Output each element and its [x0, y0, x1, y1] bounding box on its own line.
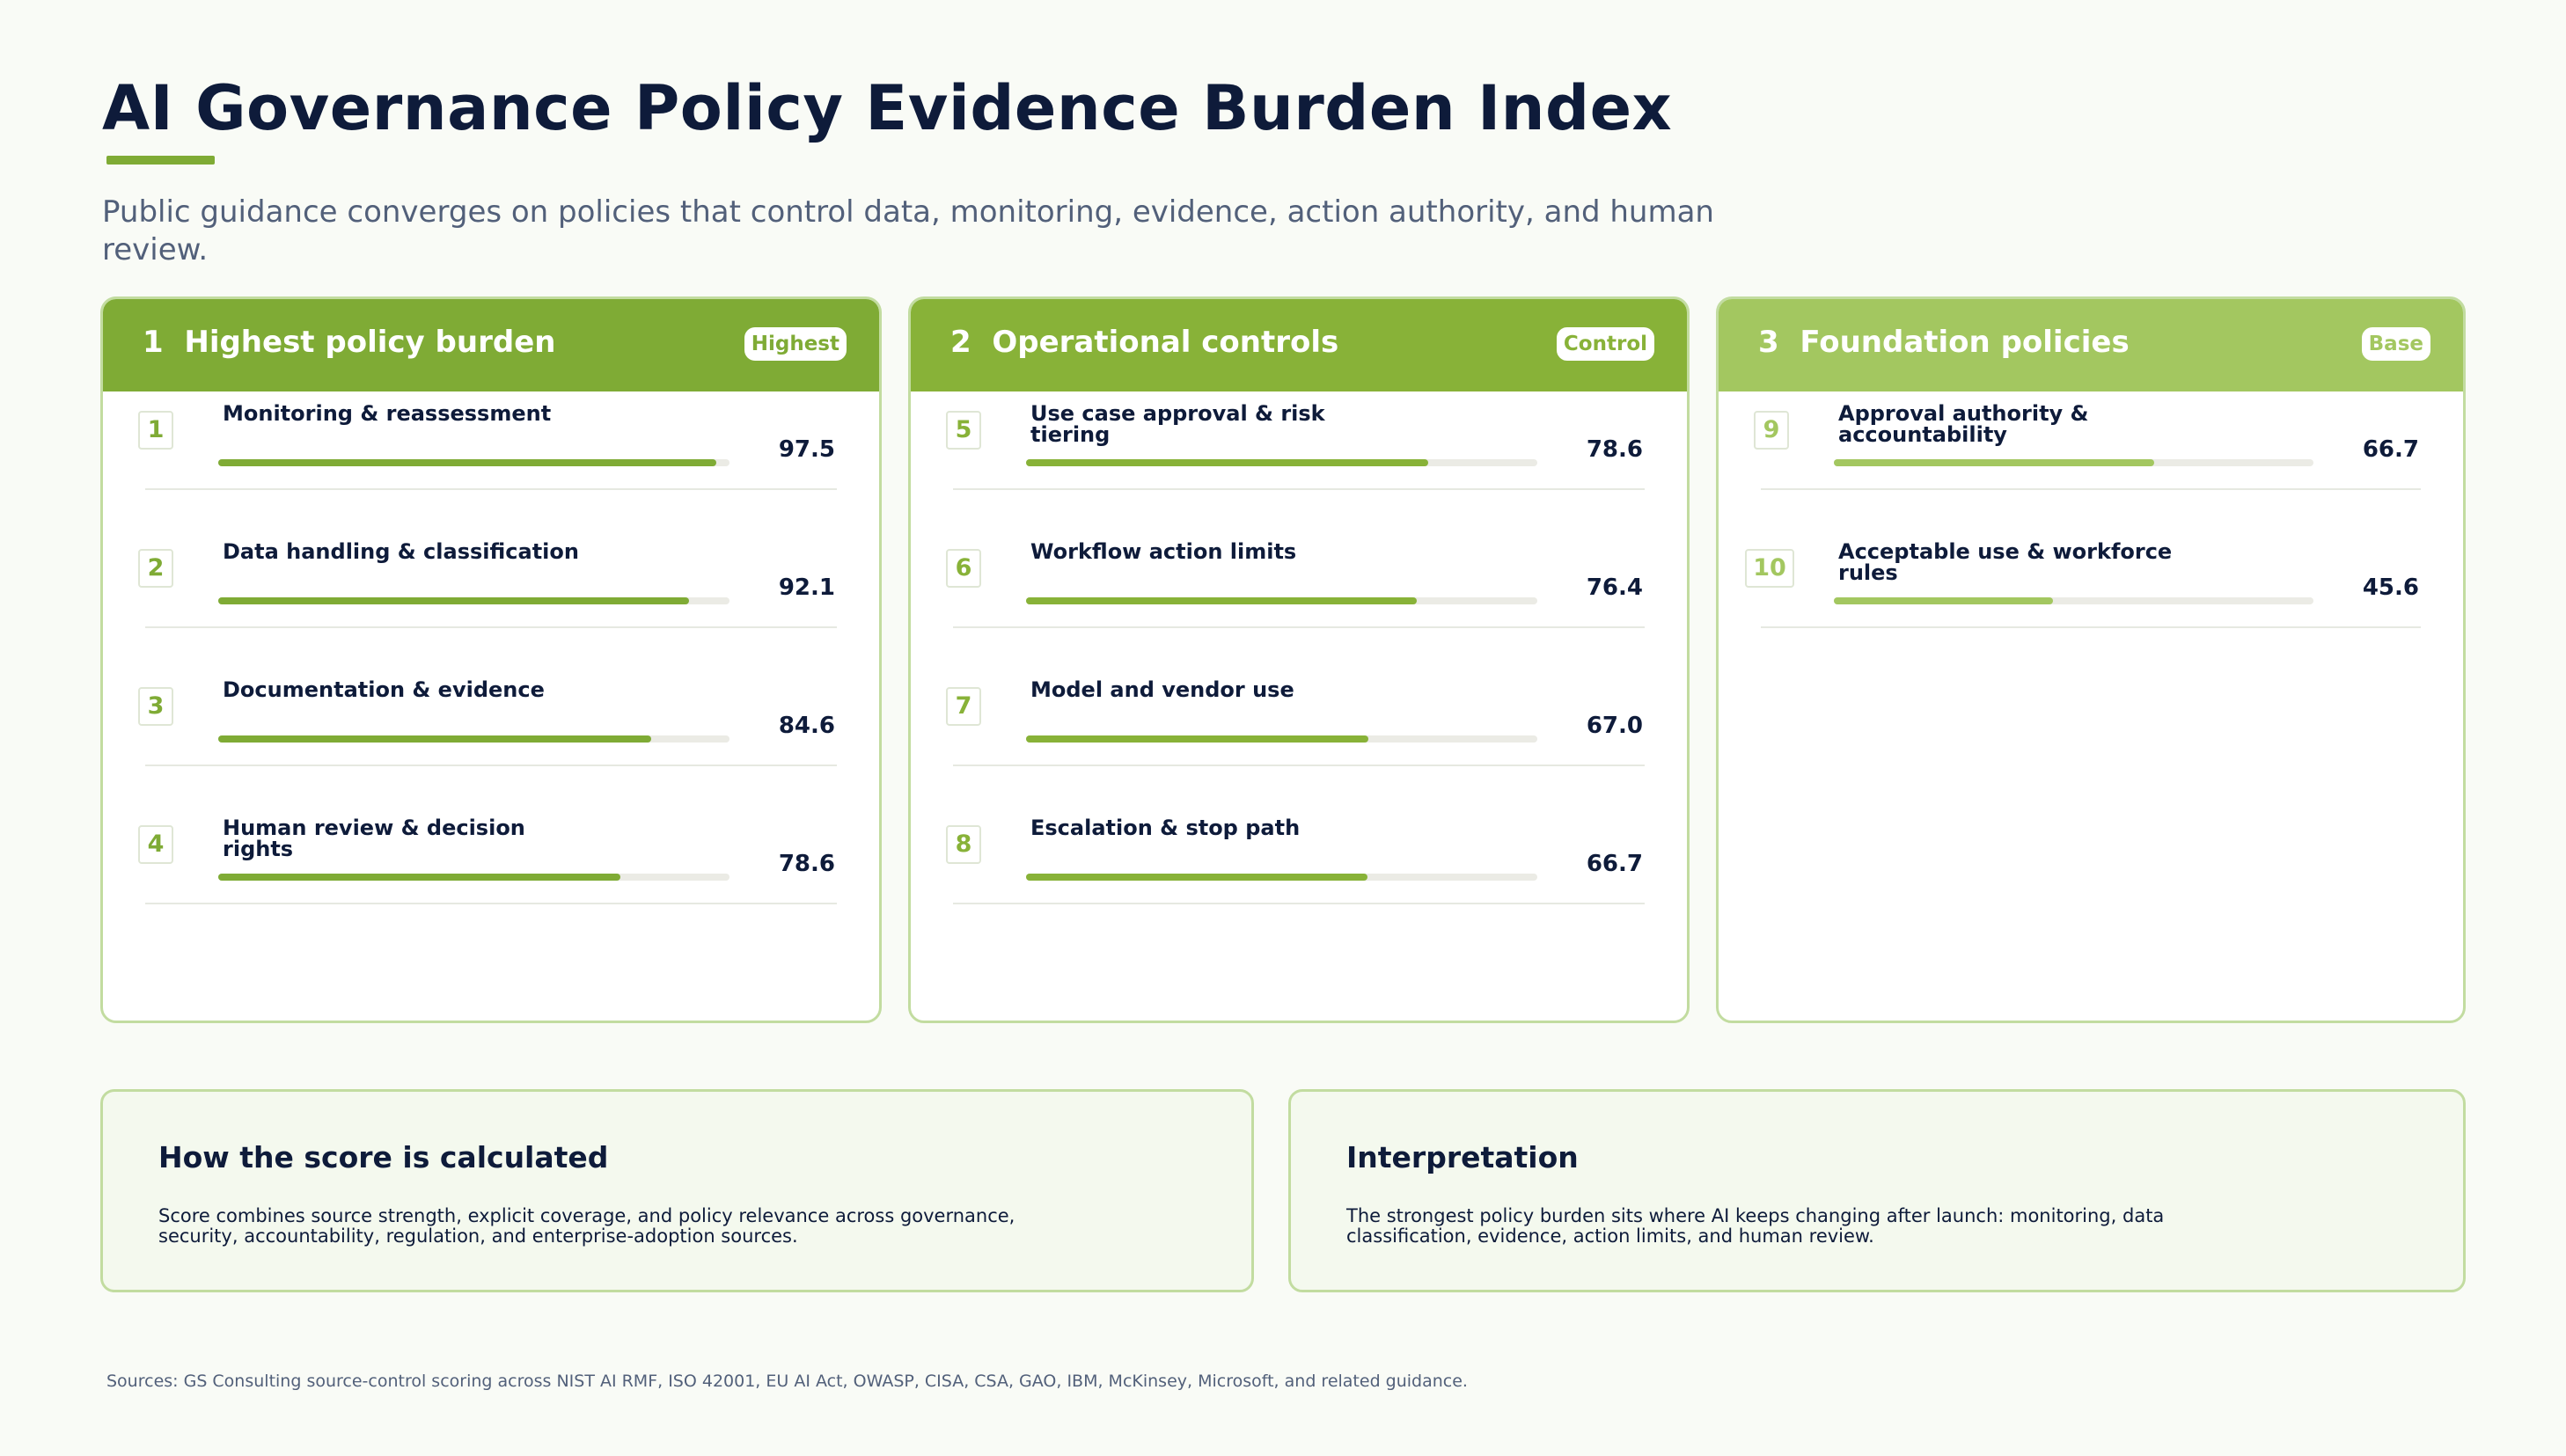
bar-row: 8 Escalation & stop path 66.7 [911, 806, 1687, 944]
bar [218, 459, 717, 466]
bar-track [1026, 735, 1537, 743]
interpretation-note-title: Interpretation [1346, 1140, 1579, 1174]
bar-row: 9 Approval authority & accountability 66.7 [1719, 391, 2463, 530]
bar-value-label: 66.7 [1586, 851, 1643, 877]
row-divider [953, 488, 1645, 490]
bar-row: 3 Documentation & evidence 84.6 [103, 668, 879, 806]
group-badge: Base [2361, 327, 2430, 361]
interpretation-note: Interpretation The strongest policy burd… [1288, 1089, 2466, 1292]
bar [1026, 459, 1428, 466]
bar-track [218, 597, 729, 604]
group-title: 1 Highest policy burden [143, 325, 555, 360]
bar-track [1026, 459, 1537, 466]
title-underline [106, 156, 215, 165]
group-number: 3 [1758, 325, 1779, 360]
group-name: Operational controls [992, 325, 1339, 360]
bar-category-label: Data handling & classification [223, 539, 579, 564]
bar [1026, 735, 1369, 743]
rank-label: 2 [138, 549, 173, 588]
row-divider [145, 765, 837, 766]
rank-label: 9 [1754, 411, 1789, 450]
bar-value-label: 97.5 [778, 436, 835, 463]
row-divider [145, 488, 837, 490]
bar-row: 5 Use case approval & risk tiering 78.6 [911, 391, 1687, 530]
bar-value-label: 78.6 [1586, 436, 1643, 463]
bar-track [1834, 597, 2313, 604]
bar [218, 874, 620, 881]
bar-track [1026, 874, 1537, 881]
row-divider [145, 903, 837, 904]
bar-value-label: 78.6 [778, 851, 835, 877]
group-card-control: 2 Operational controls Control 5 Use case… [908, 296, 1690, 1023]
bar-category-label: Acceptable use & workforce rules [1838, 539, 2173, 585]
group-badge: Highest [744, 327, 847, 361]
interpretation-note-text: The strongest policy burden sits where A… [1346, 1205, 2165, 1247]
bar-category-label: Approval authority & accountability [1838, 401, 2089, 447]
bar-track [218, 874, 729, 881]
row-divider [953, 765, 1645, 766]
bar [1026, 597, 1417, 604]
bar-track [1834, 459, 2313, 466]
calculation-note: How the score is calculated Score combin… [100, 1089, 1254, 1292]
bar-category-label: Human review & decision rights [223, 816, 525, 861]
row-divider [1761, 626, 2421, 628]
calculation-note-text: Score combines source strength, explicit… [158, 1205, 1015, 1247]
bar-category-label: Workflow action limits [1030, 539, 1297, 564]
bar-track [218, 459, 729, 466]
bar-row: 2 Data handling & classification 92.1 [103, 530, 879, 668]
bar-value-label: 76.4 [1586, 574, 1643, 601]
bar-value-label: 67.0 [1586, 713, 1643, 739]
bar-category-label: Model and vendor use [1030, 677, 1294, 702]
group-card-base: 3 Foundation policies Base 9 Approval aut… [1716, 296, 2466, 1023]
bar [218, 735, 651, 743]
bar-track [218, 735, 729, 743]
bar-value-label: 45.6 [2362, 574, 2419, 601]
bar [1834, 459, 2154, 466]
bar-value-label: 92.1 [778, 574, 835, 601]
group-card-highest: 1 Highest policy burden Highest 1 Monitor… [100, 296, 882, 1023]
row-divider [145, 626, 837, 628]
row-divider [953, 626, 1645, 628]
group-number: 2 [950, 325, 971, 360]
bar [1834, 597, 2053, 604]
group-title: 3 Foundation policies [1758, 325, 2130, 360]
rank-label: 10 [1745, 549, 1794, 588]
rank-label: 6 [946, 549, 981, 588]
bar-category-label: Monitoring & reassessment [223, 401, 552, 426]
bar-track [1026, 597, 1537, 604]
group-name: Foundation policies [1800, 325, 2130, 360]
group-header: 3 Foundation policies Base [1719, 299, 2463, 391]
bar-value-label: 66.7 [2362, 436, 2419, 463]
group-title: 2 Operational controls [950, 325, 1338, 360]
bar-row: 4 Human review & decision rights 78.6 [103, 806, 879, 944]
page-title: AI Governance Policy Evidence Burden Ind… [102, 72, 1673, 144]
bar-row: 6 Workflow action limits 76.4 [911, 530, 1687, 668]
rank-label: 5 [946, 411, 981, 450]
group-header: 2 Operational controls Control [911, 299, 1687, 391]
bar [218, 597, 690, 604]
bar-category-label: Use case approval & risk tiering [1030, 401, 1325, 447]
bar [1026, 874, 1367, 881]
group-number: 1 [143, 325, 164, 360]
bar-row: 7 Model and vendor use 67.0 [911, 668, 1687, 806]
rank-label: 8 [946, 825, 981, 864]
rank-label: 7 [946, 687, 981, 726]
bar-row: 10 Acceptable use & workforce rules 45.6 [1719, 530, 2463, 668]
rank-label: 3 [138, 687, 173, 726]
rank-label: 1 [138, 411, 173, 450]
calculation-note-title: How the score is calculated [158, 1140, 609, 1174]
bar-category-label: Escalation & stop path [1030, 816, 1301, 840]
row-divider [1761, 488, 2421, 490]
bar-category-label: Documentation & evidence [223, 677, 545, 702]
bar-value-label: 84.6 [778, 713, 835, 739]
bar-row: 1 Monitoring & reassessment 97.5 [103, 391, 879, 530]
page-subtitle: Public guidance converges on policies th… [102, 194, 1714, 267]
group-name: Highest policy burden [184, 325, 556, 360]
group-header: 1 Highest policy burden Highest [103, 299, 879, 391]
row-divider [953, 903, 1645, 904]
group-badge: Control [1556, 327, 1654, 361]
rank-label: 4 [138, 825, 173, 864]
sources-footnote: Sources: GS Consulting source-control sc… [106, 1372, 1468, 1391]
